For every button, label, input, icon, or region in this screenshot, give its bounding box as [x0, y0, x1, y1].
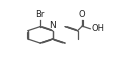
Text: O: O [79, 10, 86, 19]
Text: N: N [49, 21, 56, 30]
Text: OH: OH [92, 24, 105, 33]
Text: Br: Br [35, 10, 45, 19]
